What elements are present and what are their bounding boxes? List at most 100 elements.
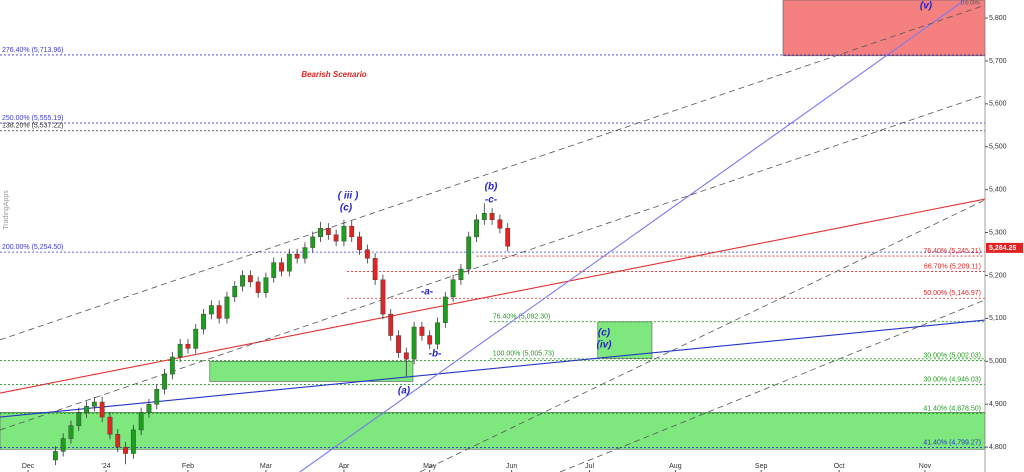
y-tick-label: 5,100 bbox=[989, 315, 1007, 322]
x-tick-label: Nov bbox=[919, 463, 932, 470]
trend-line bbox=[0, 94, 986, 431]
y-tick-label: 5,700 bbox=[989, 58, 1007, 65]
wave-label: ( iii ) bbox=[338, 191, 359, 202]
y-tick-label: 5,500 bbox=[989, 144, 1007, 151]
candle-body bbox=[302, 247, 308, 259]
candle-body bbox=[240, 275, 245, 287]
trend-line bbox=[0, 4, 986, 341]
candle-body bbox=[138, 412, 144, 431]
candle-body bbox=[52, 451, 58, 461]
level-label: 250.00% (5,555.19) bbox=[2, 115, 64, 122]
wave-label: (c) bbox=[598, 328, 611, 339]
candle-body bbox=[130, 429, 136, 454]
candle-body bbox=[60, 438, 66, 452]
level-label: 276.40% (5,713.96) bbox=[2, 47, 64, 54]
candle-body bbox=[193, 328, 199, 349]
x-tick-label: Aug bbox=[669, 463, 682, 470]
wave-label: -a- bbox=[421, 287, 434, 298]
candle-body bbox=[216, 305, 222, 319]
candle-body bbox=[380, 279, 386, 315]
candle-body bbox=[68, 425, 74, 439]
level-label: 66.70% (5,209.11) bbox=[924, 263, 981, 270]
candle-body bbox=[349, 225, 355, 238]
y-tick-label: 4,900 bbox=[989, 401, 1007, 408]
wave-label: (c) bbox=[340, 203, 353, 214]
trend-line bbox=[0, 198, 986, 394]
candle-body bbox=[123, 446, 128, 454]
candle-body bbox=[333, 234, 339, 242]
candle-body bbox=[169, 356, 175, 375]
x-tick-label: Jun bbox=[506, 463, 517, 470]
level-label: 200.00% (5,254.50) bbox=[2, 244, 64, 251]
candle-body bbox=[310, 236, 316, 248]
price-axis bbox=[985, 0, 1024, 472]
x-tick-label: Feb bbox=[182, 463, 194, 470]
candle-body bbox=[224, 296, 230, 319]
trend-line bbox=[559, 299, 986, 472]
candle-body bbox=[84, 406, 89, 413]
level-label: 76.40% (5,092.30) bbox=[493, 314, 551, 321]
candle-body bbox=[481, 213, 487, 220]
candle-body bbox=[318, 228, 323, 238]
level-label: 30.00% (4,946.03) bbox=[923, 376, 981, 383]
y-tick-label: 5,600 bbox=[989, 101, 1007, 108]
candle-body bbox=[450, 279, 456, 298]
x-tick-label: Sep bbox=[755, 463, 768, 470]
last-price-label: 5,264.25 bbox=[989, 245, 1016, 252]
small-label: 100.00% bbox=[960, 0, 980, 6]
x-tick-label: Apr bbox=[338, 463, 350, 470]
candle-body bbox=[396, 335, 401, 353]
candle-body bbox=[255, 281, 261, 293]
wave-label: -c- bbox=[485, 195, 498, 206]
candle-body bbox=[107, 416, 113, 435]
candle-body bbox=[325, 228, 331, 235]
x-tick-label: Mar bbox=[260, 463, 273, 470]
candle-body bbox=[458, 268, 464, 280]
candle-body bbox=[263, 277, 269, 293]
candle-body bbox=[271, 262, 277, 278]
candle-body bbox=[364, 249, 370, 259]
level-label: 76.40% (5,245.21) bbox=[923, 248, 981, 255]
y-tick-label: 5,300 bbox=[989, 229, 1007, 236]
lines: 276.40% (5,713.96) 250.00% (5,555.19)138.… bbox=[0, 0, 986, 472]
candle-body bbox=[247, 275, 253, 283]
candle-body bbox=[466, 236, 472, 270]
candle-body bbox=[177, 343, 183, 358]
trend-line bbox=[419, 199, 986, 472]
level-label: 138.20% (5,537.22) bbox=[2, 123, 64, 130]
x-tick-label: '24 bbox=[102, 463, 111, 470]
y-tick-label: 5,800 bbox=[989, 15, 1007, 22]
candle-body bbox=[411, 326, 417, 360]
candle-body bbox=[474, 219, 479, 238]
zone bbox=[597, 321, 653, 359]
labels: TradingApps Bearish Scenario (v) ( iii )… bbox=[3, 0, 981, 396]
candle-body bbox=[372, 258, 378, 280]
x-tick-label: Jul bbox=[585, 463, 594, 470]
candles bbox=[52, 203, 511, 466]
candle-body bbox=[286, 253, 292, 272]
candle-body bbox=[99, 401, 105, 418]
x-tick-label: May bbox=[423, 463, 437, 470]
candle-body bbox=[341, 225, 347, 242]
candle-body bbox=[489, 213, 495, 220]
candle-body bbox=[419, 326, 425, 336]
trend-line bbox=[0, 319, 986, 418]
candle-body bbox=[185, 343, 191, 349]
candle-body bbox=[388, 313, 394, 336]
y-tick-label: 5,200 bbox=[989, 272, 1007, 279]
y-tick-label: 4,800 bbox=[989, 444, 1007, 451]
wave-label: (a) bbox=[398, 386, 411, 397]
candle-body bbox=[115, 434, 121, 448]
candle-body bbox=[505, 228, 511, 247]
level-label: 50.00% (5,146.97) bbox=[923, 290, 981, 297]
candle-body bbox=[442, 296, 448, 323]
y-tick-label: 5,000 bbox=[989, 358, 1007, 365]
candle-body bbox=[76, 412, 82, 426]
scenario-label: Bearish Scenario bbox=[301, 70, 366, 79]
candle-body bbox=[154, 388, 160, 405]
candle-body bbox=[208, 305, 214, 315]
zone bbox=[0, 412, 986, 450]
candle-body bbox=[162, 373, 167, 390]
level-label: 41.40% (4,799.27) bbox=[923, 439, 981, 446]
